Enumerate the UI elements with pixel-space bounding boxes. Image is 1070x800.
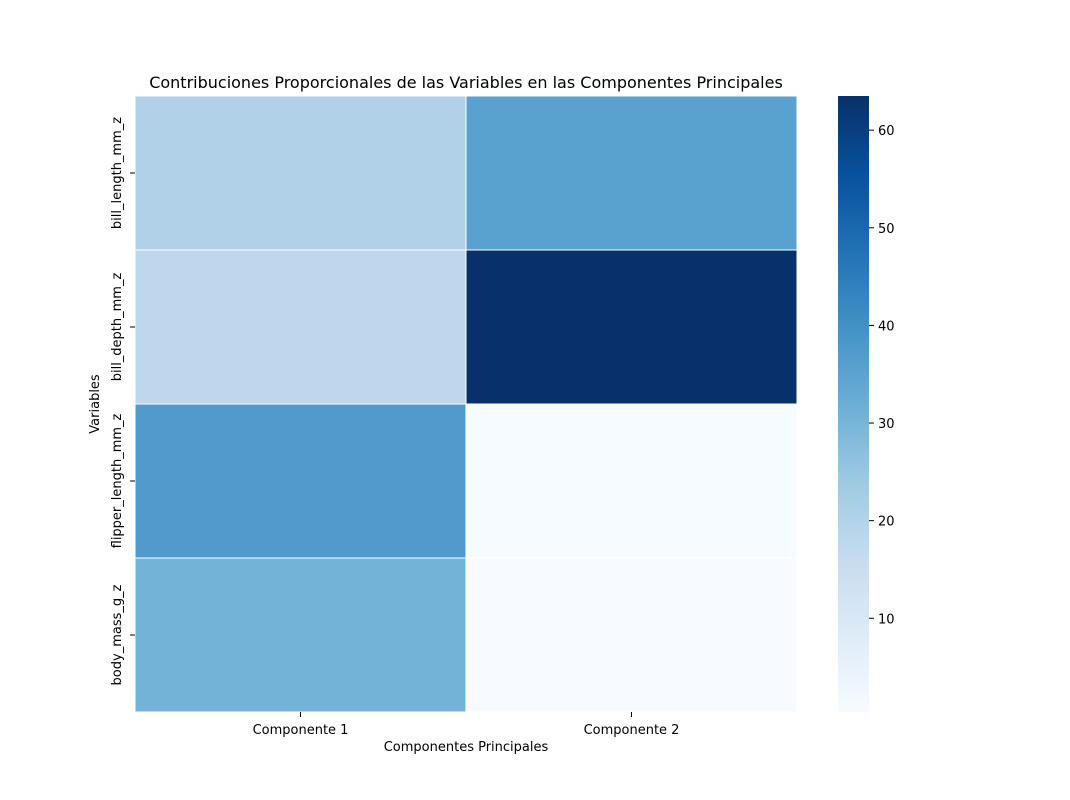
heatmap-cell — [465, 403, 798, 559]
heatmap-cell — [134, 249, 467, 405]
chart-title: Contribuciones Proporcionales de las Var… — [149, 73, 783, 92]
heatmap-cell — [134, 403, 467, 559]
heatmap-cells — [134, 95, 798, 713]
x-axis-ticks: Componente 1 Componente 2 — [253, 712, 680, 738]
colorbar — [838, 96, 869, 712]
colorbar-tick-label: 20 — [878, 515, 895, 530]
colorbar-ticks: 10 20 30 40 50 60 — [869, 124, 895, 627]
y-tick-label: flipper_length_mm_z — [110, 413, 125, 548]
y-tick-label: bill_depth_mm_z — [110, 273, 125, 382]
colorbar-tick-label: 10 — [878, 612, 895, 627]
y-axis-ticks: bill_length_mm_z bill_depth_mm_z flipper_l… — [110, 117, 135, 685]
heatmap-cell — [465, 249, 798, 405]
colorbar-tick-label: 30 — [878, 417, 895, 432]
colorbar-tick-label: 50 — [878, 222, 895, 237]
y-axis-label: Variables — [88, 374, 103, 434]
x-axis-label: Componentes Principales — [384, 740, 549, 755]
colorbar-tick-label: 60 — [878, 124, 895, 139]
heatmap-cell — [134, 95, 467, 251]
y-tick-label: bill_length_mm_z — [110, 117, 125, 229]
x-tick-label: Componente 2 — [584, 723, 680, 738]
colorbar-tick-label: 40 — [878, 319, 895, 334]
heatmap-cell — [465, 557, 798, 713]
heatmap-cell — [134, 557, 467, 713]
y-tick-label: body_mass_g_z — [110, 584, 125, 685]
x-tick-label: Componente 1 — [253, 723, 349, 738]
heatmap-cell — [465, 95, 798, 251]
